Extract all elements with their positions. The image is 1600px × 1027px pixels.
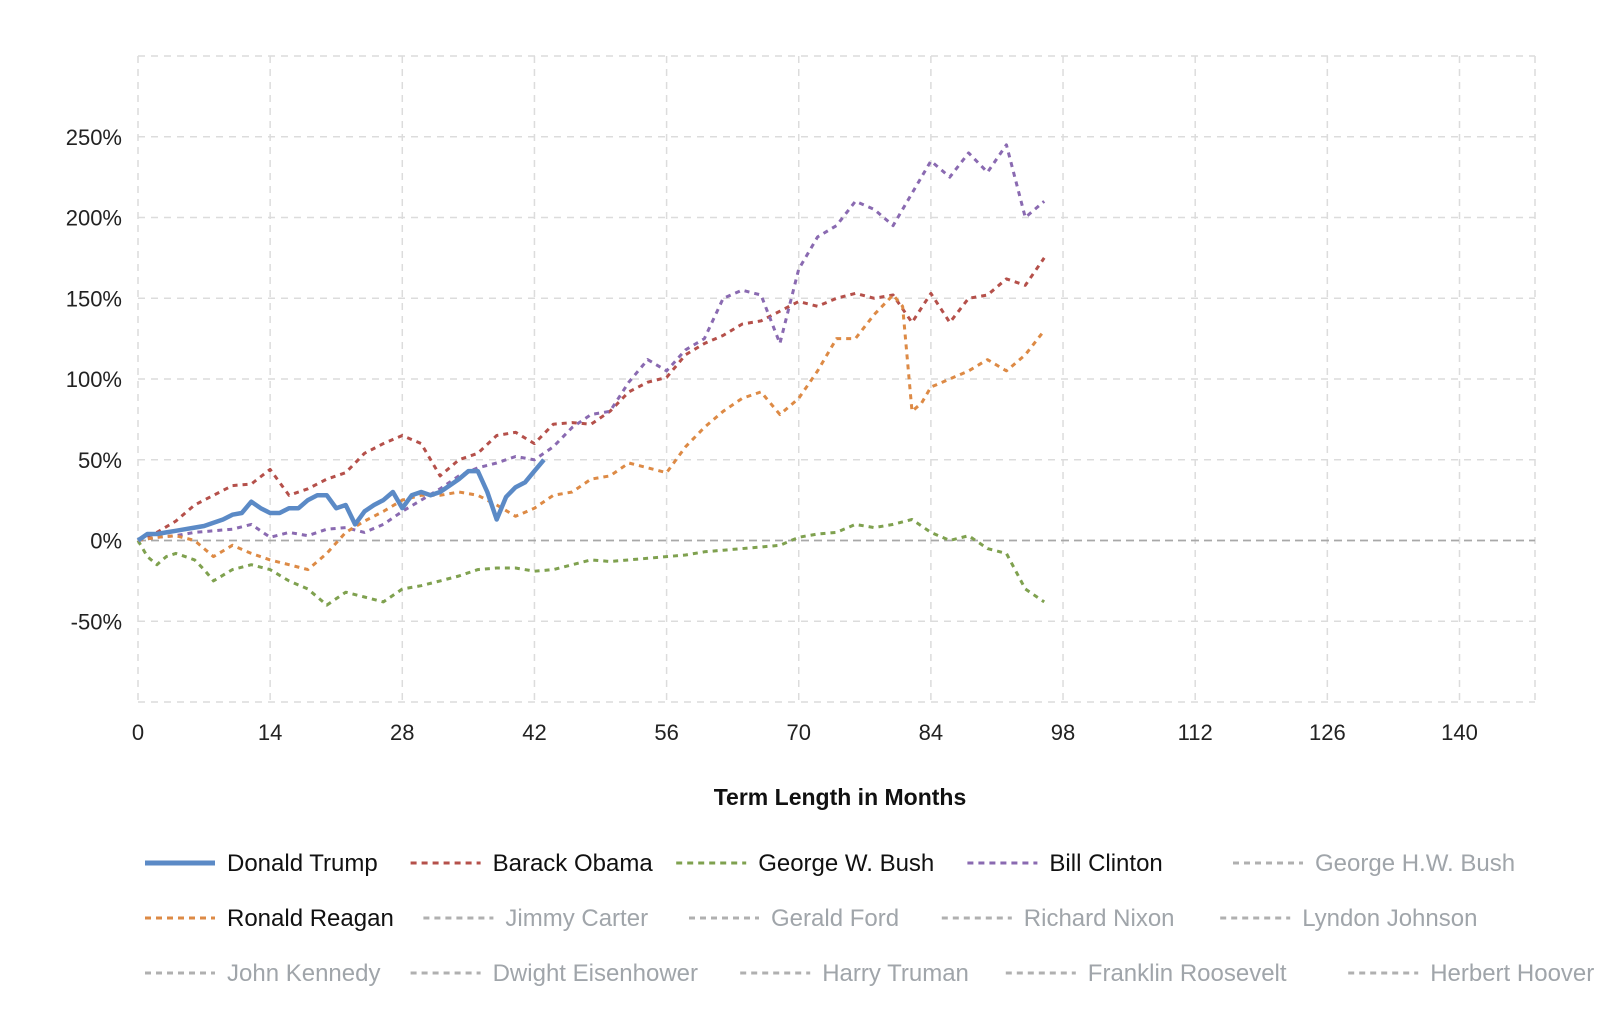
gridlines	[137, 55, 1536, 703]
legend-label: Herbert Hoover	[1430, 960, 1594, 987]
x-tick-label: 84	[919, 720, 943, 745]
legend: Donald Trump Barack Obama George W. Bush Bi…	[145, 850, 1594, 987]
series-line-ronald-reagan	[137, 293, 1046, 572]
legend-label: Gerald Ford	[771, 905, 899, 932]
y-tick-label: 50%	[78, 448, 122, 473]
legend-item-richard-nixon[interactable]: Richard Nixon	[941, 905, 1175, 932]
legend-item-jimmy-carter[interactable]: Jimmy Carter	[423, 905, 648, 932]
y-tick-label: 150%	[66, 286, 122, 311]
legend-item-dwight-eisenhower[interactable]: Dwight Eisenhower	[410, 960, 698, 987]
legend-item-george-w-bush[interactable]: George W. Bush	[676, 850, 934, 877]
x-tick-label: 112	[1178, 720, 1213, 745]
x-tick-label: 14	[258, 720, 282, 745]
legend-label: Bill Clinton	[1049, 850, 1162, 877]
x-tick-label: 0	[132, 720, 144, 745]
legend-label: Jimmy Carter	[505, 905, 648, 932]
legend-item-gerald-ford[interactable]: Gerald Ford	[689, 905, 899, 932]
legend-item-ronald-reagan[interactable]: Ronald Reagan	[145, 905, 394, 932]
series-line-bill-clinton	[137, 143, 1046, 542]
legend-label: John Kennedy	[227, 960, 380, 987]
x-tick-label: 126	[1309, 720, 1346, 745]
legend-label: Lyndon Johnson	[1302, 905, 1477, 932]
legend-label: Franklin Roosevelt	[1088, 960, 1287, 987]
legend-item-john-kennedy[interactable]: John Kennedy	[145, 960, 380, 987]
legend-label: George W. Bush	[758, 850, 934, 877]
legend-item-george-h-w-bush[interactable]: George H.W. Bush	[1233, 850, 1515, 877]
legend-item-barack-obama[interactable]: Barack Obama	[410, 850, 654, 877]
x-tick-label: 70	[787, 720, 811, 745]
x-axis-title: Term Length in Months	[714, 784, 967, 810]
y-tick-label: 100%	[66, 367, 122, 392]
x-tick-label: 42	[522, 720, 546, 745]
legend-item-donald-trump[interactable]: Donald Trump	[145, 850, 378, 877]
legend-item-herbert-hoover[interactable]: Herbert Hoover	[1348, 960, 1594, 987]
series-line-barack-obama	[137, 257, 1046, 542]
legend-label: George H.W. Bush	[1315, 850, 1515, 877]
legend-label: Barack Obama	[493, 850, 654, 877]
legend-item-franklin-roosevelt[interactable]: Franklin Roosevelt	[1005, 960, 1287, 987]
x-tick-label: 56	[654, 720, 678, 745]
legend-label: Richard Nixon	[1024, 905, 1175, 932]
legend-item-harry-truman[interactable]: Harry Truman	[740, 960, 969, 987]
x-tick-label: 140	[1441, 720, 1478, 745]
y-tick-label: 200%	[66, 206, 122, 231]
legend-label: Ronald Reagan	[227, 905, 394, 932]
y-tick-label: 250%	[66, 125, 122, 150]
legend-item-bill-clinton[interactable]: Bill Clinton	[967, 850, 1163, 877]
series-line-donald-trump	[136, 458, 546, 543]
legend-label: Harry Truman	[822, 960, 969, 987]
series-lines	[136, 143, 1046, 607]
legend-label: Dwight Eisenhower	[493, 960, 698, 987]
y-tick-label: 0%	[90, 529, 122, 554]
y-tick-label: -50%	[71, 609, 122, 634]
tick-labels: 0 14 28 42 56 70 84 98 112 126 140 -50% 0% 50% 100% 150…	[66, 125, 1478, 745]
x-tick-label: 28	[390, 720, 414, 745]
series-line-george-w-bush	[136, 518, 1046, 607]
legend-item-lyndon-johnson[interactable]: Lyndon Johnson	[1220, 905, 1477, 932]
x-tick-label: 98	[1051, 720, 1075, 745]
legend-label: Donald Trump	[227, 850, 378, 877]
